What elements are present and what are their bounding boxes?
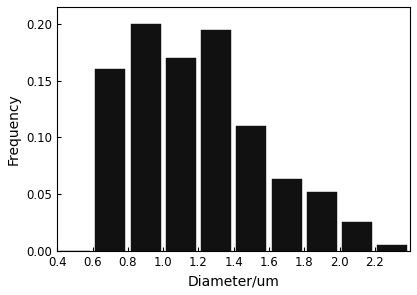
- Bar: [131, 24, 161, 251]
- Bar: [413, 245, 417, 251]
- Bar: [307, 192, 337, 251]
- Bar: [201, 30, 231, 251]
- Bar: [271, 179, 301, 251]
- X-axis label: Diameter/um: Diameter/um: [188, 274, 280, 288]
- Y-axis label: Frequency: Frequency: [7, 93, 21, 165]
- Bar: [236, 126, 266, 251]
- Bar: [95, 69, 125, 251]
- Bar: [166, 58, 196, 251]
- Bar: [342, 222, 372, 251]
- Bar: [377, 245, 407, 251]
